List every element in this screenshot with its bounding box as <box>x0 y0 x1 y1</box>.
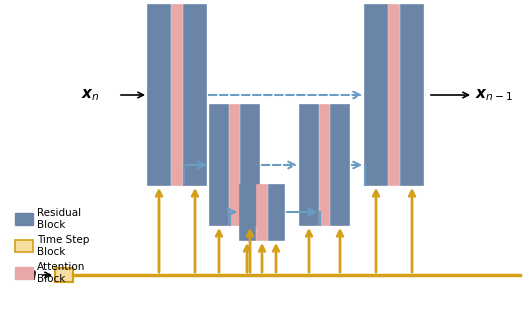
FancyBboxPatch shape <box>320 105 329 225</box>
FancyBboxPatch shape <box>55 268 73 282</box>
FancyBboxPatch shape <box>257 185 267 240</box>
FancyBboxPatch shape <box>240 185 255 240</box>
FancyBboxPatch shape <box>230 105 239 225</box>
FancyBboxPatch shape <box>300 105 318 225</box>
Bar <box>15 213 33 225</box>
FancyBboxPatch shape <box>365 5 387 185</box>
Text: Residual
Block: Residual Block <box>37 208 81 230</box>
FancyBboxPatch shape <box>241 105 259 225</box>
Bar <box>15 240 33 252</box>
FancyBboxPatch shape <box>148 5 170 185</box>
FancyBboxPatch shape <box>210 105 228 225</box>
FancyBboxPatch shape <box>331 105 349 225</box>
Text: $\boldsymbol{x}_n$: $\boldsymbol{x}_n$ <box>81 87 100 103</box>
Bar <box>15 267 33 279</box>
Text: Time Step
Block: Time Step Block <box>37 235 89 257</box>
FancyBboxPatch shape <box>172 5 182 185</box>
FancyBboxPatch shape <box>389 5 399 185</box>
Text: $\boldsymbol{n}$: $\boldsymbol{n}$ <box>24 266 37 284</box>
FancyBboxPatch shape <box>184 5 206 185</box>
Text: $\boldsymbol{x}_{n-1}$: $\boldsymbol{x}_{n-1}$ <box>475 87 513 103</box>
Text: Attention
Block: Attention Block <box>37 262 85 284</box>
FancyBboxPatch shape <box>401 5 423 185</box>
FancyBboxPatch shape <box>269 185 284 240</box>
